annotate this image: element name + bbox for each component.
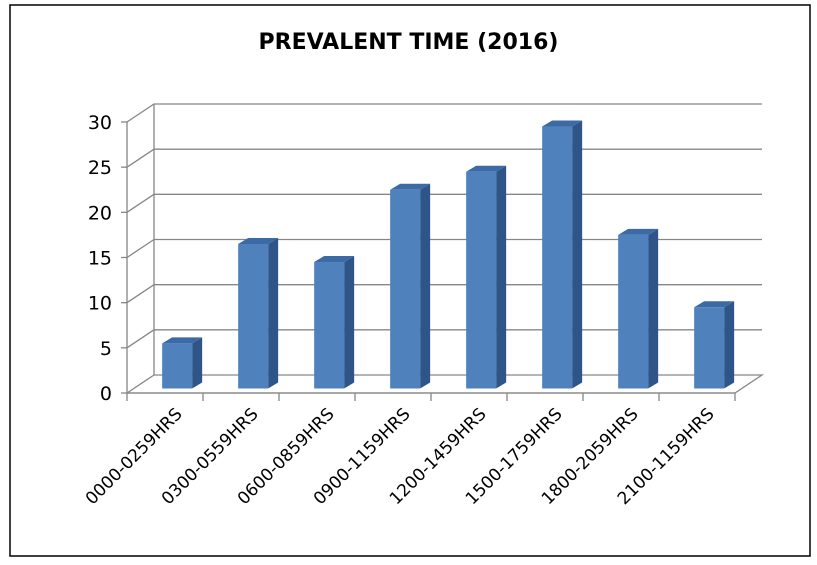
bar [694,301,735,389]
bar-top [618,228,659,235]
bar-top [238,237,279,244]
bar-side [572,120,583,389]
bar-front [390,189,421,389]
y-tick-label: 0 [100,383,112,405]
bar-top [162,337,203,344]
bar-side [268,237,279,389]
bar-top [466,165,507,172]
y-tick-label: 25 [88,157,112,179]
gridline [126,103,762,123]
y-tick-label: 30 [88,112,112,134]
bar [238,237,279,389]
chart-title: PREVALENT TIME (2016) [258,30,559,55]
bar-side [192,337,203,389]
bar-top [542,120,583,127]
y-tick-label: 20 [88,202,112,224]
bar-side [420,183,431,389]
bar-top [314,256,355,263]
y-axis-ticks: 0 5 10 15 20 25 30 [88,112,127,405]
bar-top [390,183,431,190]
y-tick-label: 15 [88,248,112,270]
bar-top [694,301,735,308]
bar [390,183,431,389]
bar-front [238,243,269,389]
bar-front [162,343,193,389]
bars [162,120,735,389]
bar-front [618,234,649,389]
bar-side [648,228,659,389]
bar-front [466,171,497,389]
bar [162,337,203,389]
bar-front [694,307,725,389]
bar [542,120,583,389]
y-tick-label: 10 [88,293,112,315]
bar [314,256,355,389]
bar-side [344,256,355,389]
bar-front [542,126,573,389]
bar-side [724,301,735,389]
bar-front [314,262,345,389]
bar-side [496,165,507,389]
y-tick-label: 5 [100,338,112,360]
bar [466,165,507,389]
bar [618,228,659,389]
